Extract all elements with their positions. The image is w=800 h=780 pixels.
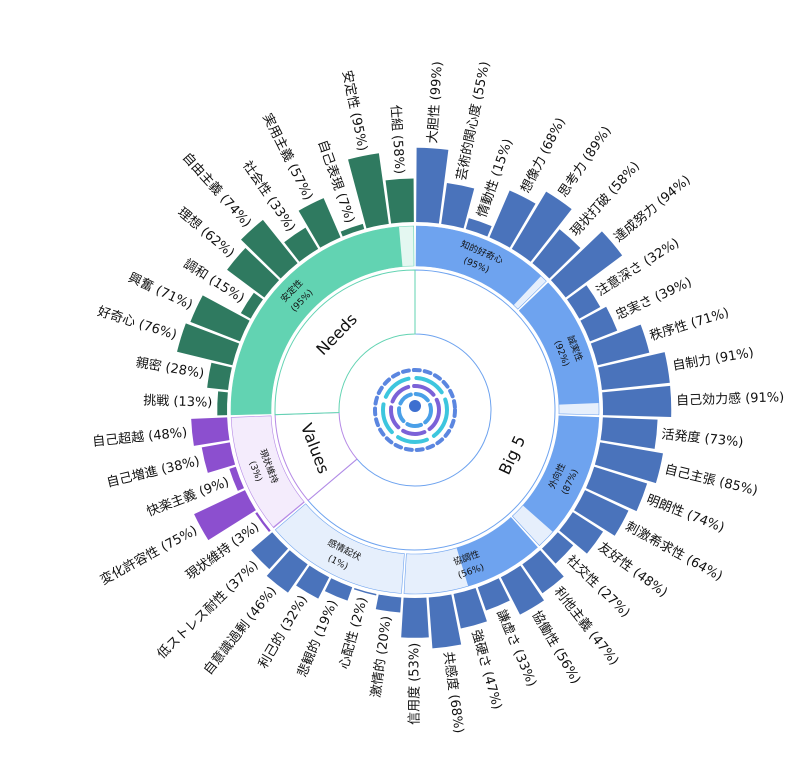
facet-label: 親密 (28%) bbox=[135, 355, 206, 382]
facet-label: 活発度 (73%) bbox=[661, 426, 744, 450]
trait-bar bbox=[231, 226, 403, 415]
facet-bar bbox=[229, 466, 244, 491]
trait-bar bbox=[519, 283, 599, 405]
facet-label: 好奇心 (76%) bbox=[96, 303, 179, 343]
facet-bar bbox=[251, 532, 289, 570]
facet-label: 自己超越 (48%) bbox=[92, 425, 188, 449]
facet-bar bbox=[217, 391, 228, 416]
facet-bar bbox=[401, 597, 429, 638]
facet-bar bbox=[598, 352, 670, 391]
facet-bar bbox=[500, 565, 545, 615]
facet-label: 興奮 (71%) bbox=[126, 270, 195, 313]
facet-bar bbox=[600, 417, 658, 449]
trait-background bbox=[274, 503, 405, 594]
facet-bar bbox=[207, 362, 232, 391]
facet-bar bbox=[511, 191, 572, 262]
facet-label: 変化許容性 (75%) bbox=[97, 522, 200, 588]
facet-bar bbox=[428, 594, 462, 649]
facet-label: 自己増進 (38%) bbox=[105, 454, 201, 491]
facet-label: 大胆性 (99%) bbox=[425, 61, 445, 144]
facet-bar bbox=[298, 198, 341, 248]
facet-bar bbox=[190, 295, 250, 342]
facet-label: 共感度 (68%) bbox=[440, 651, 467, 735]
facet-bar bbox=[532, 229, 581, 279]
facet-bar bbox=[375, 594, 402, 613]
trait-bar bbox=[456, 517, 538, 587]
facet-bar bbox=[284, 227, 319, 262]
group-ring bbox=[274, 269, 416, 416]
facet-bar bbox=[227, 248, 280, 298]
facet-label: 明朗性 (74%) bbox=[644, 492, 726, 536]
facet-bar bbox=[441, 182, 475, 229]
facet-bar bbox=[353, 587, 377, 596]
facet-bar bbox=[324, 578, 353, 601]
facet-bar bbox=[385, 178, 414, 224]
facet-bar bbox=[453, 587, 487, 629]
facet-bar bbox=[586, 466, 648, 512]
facet-label: 激情的 (20%) bbox=[368, 615, 395, 699]
facet-label: 自己効力感 (91%) bbox=[676, 389, 785, 409]
facet-bar bbox=[574, 490, 629, 536]
facet-bar bbox=[559, 512, 604, 554]
group-ring bbox=[307, 269, 556, 551]
facet-bar bbox=[567, 285, 601, 319]
facet-bar bbox=[477, 578, 510, 611]
trait-bar bbox=[416, 226, 542, 306]
facet-label: 強硬さ (47%) bbox=[468, 628, 504, 711]
facet-bar bbox=[191, 417, 230, 446]
facet-bar bbox=[201, 442, 236, 473]
trait-bar bbox=[522, 415, 599, 532]
facet-label: 心配性 (2%) bbox=[337, 596, 371, 671]
facet-bar bbox=[522, 550, 564, 594]
facet-bar bbox=[340, 223, 365, 237]
facet-bar bbox=[465, 218, 492, 237]
facet-label: 芸術的関心度 (55%) bbox=[453, 60, 493, 182]
facet-bar bbox=[255, 512, 271, 532]
facet-bar bbox=[489, 190, 536, 248]
facet-label: 自制力 (91%) bbox=[671, 345, 755, 373]
facet-label: 挑戦 (13%) bbox=[143, 393, 213, 410]
facet-bar bbox=[240, 292, 263, 319]
facet-bar bbox=[541, 532, 574, 564]
facet-bar bbox=[416, 147, 449, 224]
facet-label: 信用度 (53%) bbox=[407, 643, 423, 725]
facet-bar bbox=[241, 219, 298, 279]
facet-label: 低ストレス耐性 (37%) bbox=[155, 558, 262, 662]
trait-background bbox=[230, 415, 305, 529]
facet-bar bbox=[194, 490, 256, 541]
facet-label: 自己主張 (85%) bbox=[663, 462, 759, 499]
facet-label: 仕組 (58%) bbox=[387, 105, 407, 175]
facet-bar bbox=[602, 385, 672, 417]
facet-bar bbox=[348, 153, 389, 229]
center-icon bbox=[373, 368, 457, 452]
facet-bar bbox=[177, 323, 240, 366]
facet-bar bbox=[590, 324, 650, 366]
facet-bar bbox=[580, 306, 618, 342]
facet-bar bbox=[550, 231, 623, 298]
trait-bar bbox=[272, 501, 305, 528]
facet-bar bbox=[296, 565, 330, 599]
facet-bar bbox=[266, 550, 308, 593]
facet-label: 安定性 (95%) bbox=[339, 69, 370, 153]
facet-bar bbox=[594, 442, 663, 484]
facet-label: 秩序性 (71%) bbox=[648, 306, 731, 345]
